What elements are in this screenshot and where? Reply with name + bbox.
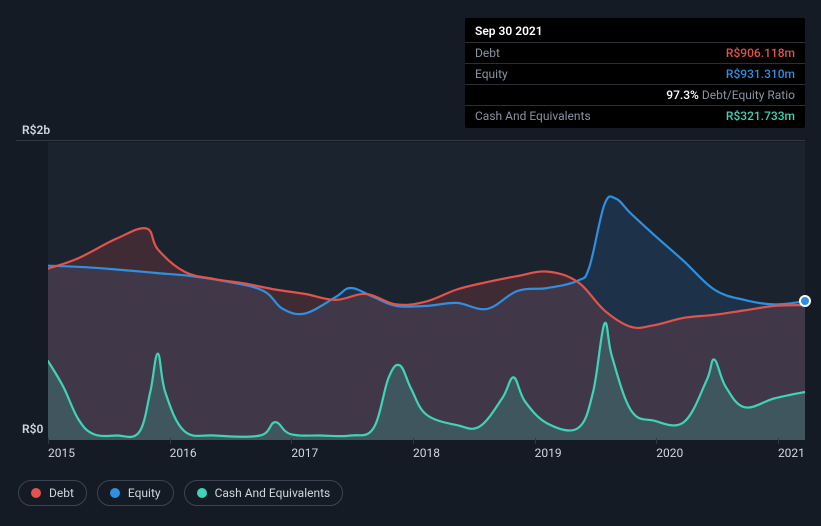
yaxis-max-label: R$2b <box>22 123 50 137</box>
tooltip-row-value: R$321.733m <box>726 109 795 123</box>
legend-swatch <box>197 488 207 498</box>
legend-swatch <box>31 488 41 498</box>
xaxis-tick: 2019 <box>535 446 562 460</box>
xaxis-tick: 2018 <box>413 446 440 460</box>
legend-item-debt[interactable]: Debt <box>18 480 87 506</box>
chart-area[interactable] <box>48 142 805 440</box>
tooltip-row: Debt R$906.118m <box>465 42 805 63</box>
tooltip-row-value: R$931.310m <box>726 67 795 81</box>
chart-svg <box>48 142 805 440</box>
series-end-marker-equity <box>799 295 811 307</box>
xaxis-tick: 2015 <box>48 446 75 460</box>
x-axis: 2015 2016 2017 2018 2019 2020 2021 <box>48 446 805 460</box>
legend-label: Debt <box>49 486 74 500</box>
tooltip-row-value: R$906.118m <box>726 46 795 60</box>
legend-item-cash[interactable]: Cash And Equivalents <box>184 480 344 506</box>
legend: Debt Equity Cash And Equivalents <box>18 480 343 506</box>
tooltip-row-label: Cash And Equivalents <box>475 109 591 123</box>
xaxis-tick: 2016 <box>170 446 197 460</box>
tooltip-date: Sep 30 2021 <box>465 20 805 42</box>
legend-swatch <box>110 488 120 498</box>
xaxis-tick: 2017 <box>291 446 318 460</box>
legend-item-equity[interactable]: Equity <box>97 480 174 506</box>
legend-label: Cash And Equivalents <box>215 486 331 500</box>
tooltip-row: Equity R$931.310m <box>465 63 805 84</box>
tooltip-row-label: Equity <box>475 67 508 81</box>
yaxis-min-label: R$0 <box>22 422 43 436</box>
xaxis-tick: 2021 <box>778 446 805 460</box>
tooltip-row: 97.3% Debt/Equity Ratio <box>465 84 805 105</box>
tooltip-row-label: Debt <box>475 46 500 60</box>
grid-line-top <box>16 140 805 141</box>
tooltip-row: Cash And Equivalents R$321.733m <box>465 105 805 126</box>
legend-label: Equity <box>128 486 161 500</box>
tooltip-row-value: 97.3% Debt/Equity Ratio <box>666 88 795 102</box>
xaxis-tick: 2020 <box>656 446 683 460</box>
chart-tooltip: Sep 30 2021 Debt R$906.118m Equity R$931.31… <box>465 18 805 128</box>
